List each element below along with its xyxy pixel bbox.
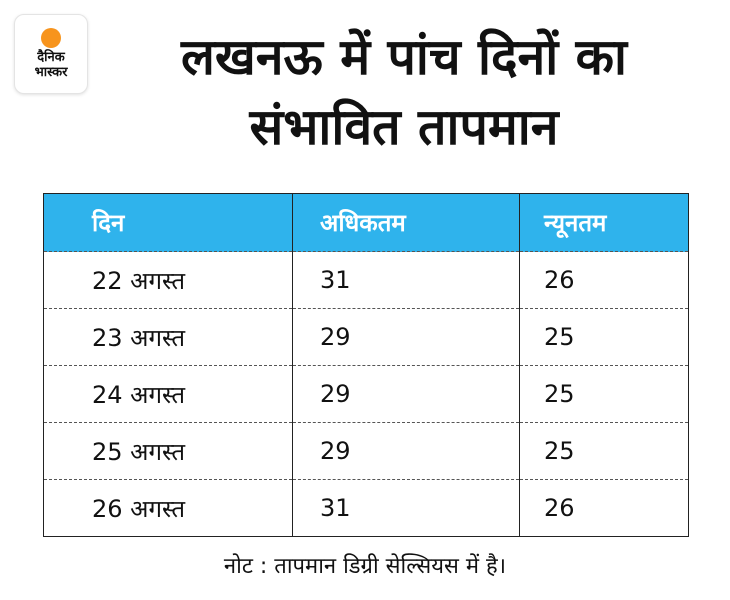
logo-text-line1: दैनिक [37, 50, 65, 65]
table-row: 25 अगस्त 29 25 [43, 422, 689, 480]
cell-max: 29 [292, 365, 520, 423]
cell-date: 26 अगस्त [43, 479, 293, 537]
cell-max: 29 [292, 308, 520, 366]
page-title: लखनऊ में पांच दिनों का संभावित तापमान [104, 22, 704, 162]
title-line1: लखनऊ में पांच दिनों का [181, 28, 627, 86]
header-max: अधिकतम [292, 193, 520, 252]
sun-icon [41, 28, 61, 48]
table-row: 24 अगस्त 29 25 [43, 365, 689, 423]
table-header-row: दिन अधिकतम न्यूनतम [43, 193, 689, 252]
cell-max: 31 [292, 251, 520, 309]
cell-date: 24 अगस्त [43, 365, 293, 423]
footnote: नोट : तापमान डिग्री सेल्सियस में है। [223, 554, 507, 579]
cell-min: 25 [519, 365, 689, 423]
table-row: 23 अगस्त 29 25 [43, 308, 689, 366]
dainik-bhaskar-logo: दैनिक भास्कर [14, 14, 88, 94]
cell-min: 25 [519, 308, 689, 366]
cell-date: 25 अगस्त [43, 422, 293, 480]
cell-min: 25 [519, 422, 689, 480]
temperature-table: दिन अधिकतम न्यूनतम 22 अगस्त 31 26 23 अगस… [43, 193, 689, 537]
table-row: 22 अगस्त 31 26 [43, 251, 689, 309]
cell-max: 29 [292, 422, 520, 480]
cell-date: 23 अगस्त [43, 308, 293, 366]
cell-max: 31 [292, 479, 520, 537]
header-day: दिन [43, 193, 293, 252]
cell-min: 26 [519, 251, 689, 309]
cell-date: 22 अगस्त [43, 251, 293, 309]
cell-min: 26 [519, 479, 689, 537]
table-row: 26 अगस्त 31 26 [43, 479, 689, 537]
title-line2: संभावित तापमान [249, 98, 559, 156]
logo-text-line2: भास्कर [34, 65, 68, 80]
header-min: न्यूनतम [519, 193, 689, 252]
